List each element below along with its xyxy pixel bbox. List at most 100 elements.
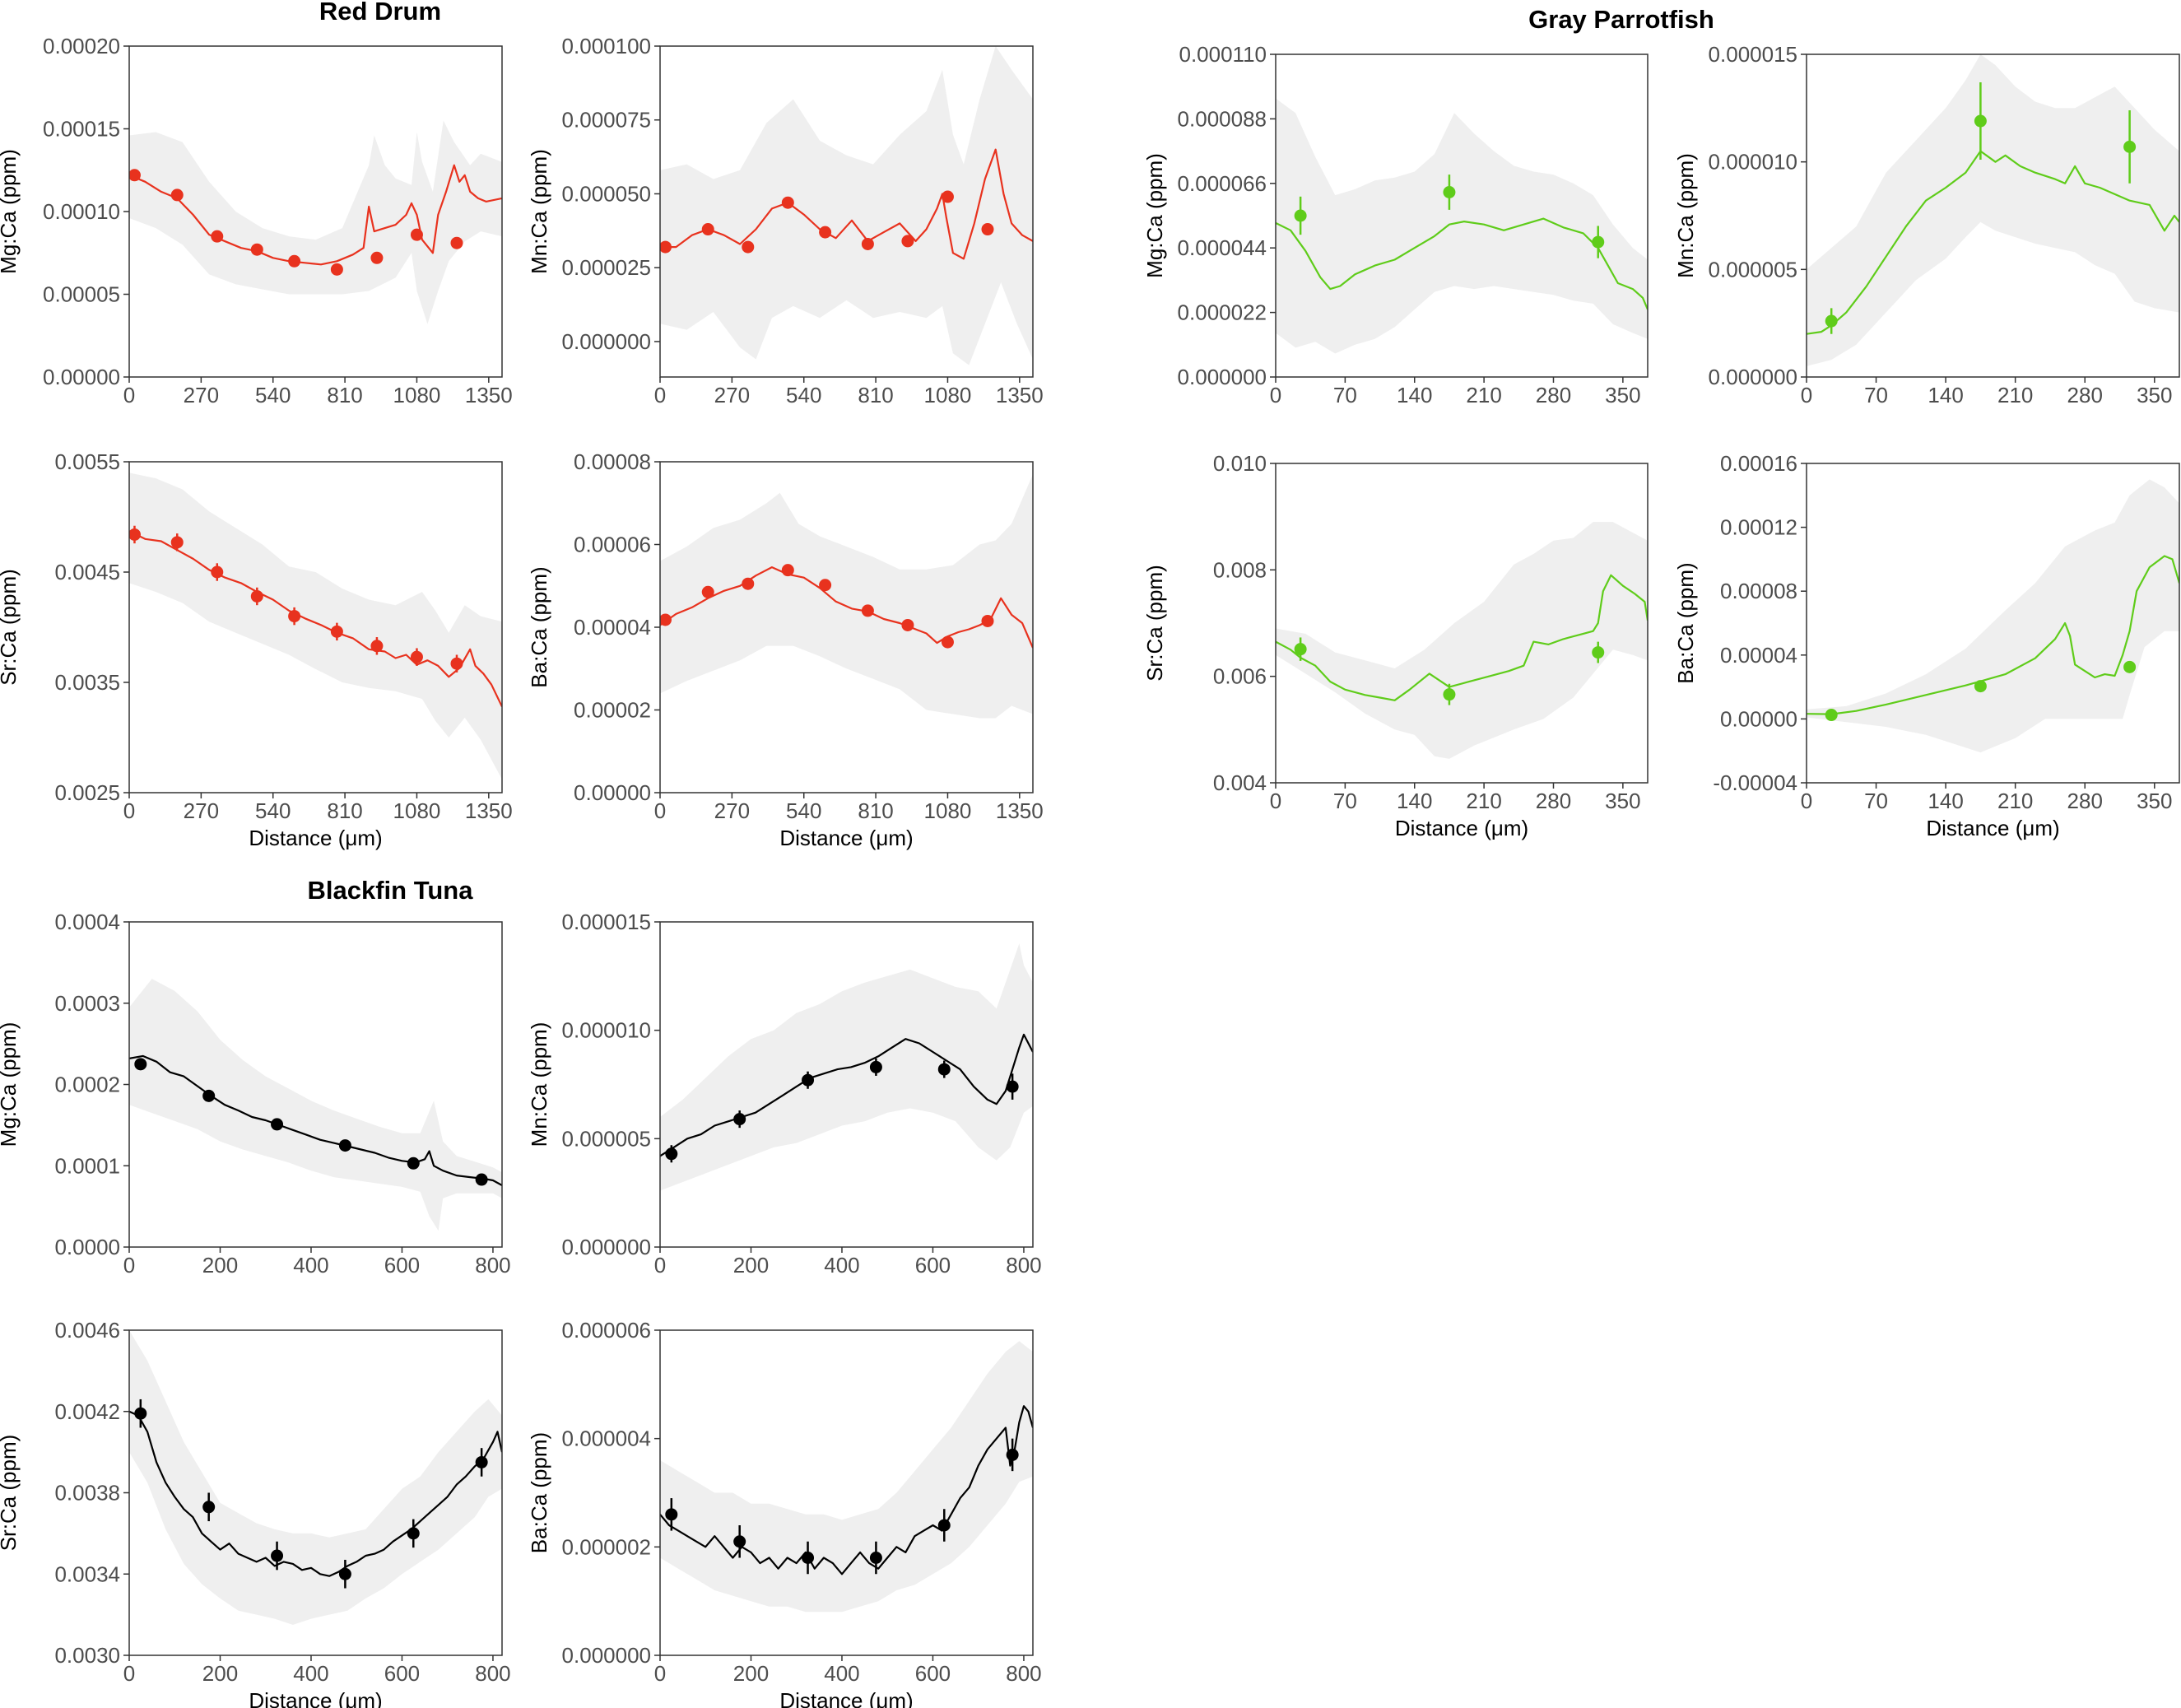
red-drum-sr-ca-y-tick-label: 0.0035 (54, 670, 120, 695)
blackfin-tuna-sr-ca-plot-area (129, 1330, 502, 1625)
red-drum-mg-ca-data-point (370, 251, 384, 264)
gray-parrotfish-mg-ca-y-tick-label: 0.000022 (1178, 300, 1267, 325)
gray-parrotfish-mn-ca-y-tick-label: 0.000010 (1709, 150, 1797, 175)
blackfin-tuna-ba-ca-confidence-band (660, 1341, 1033, 1613)
blackfin-tuna-mn-ca-data-point (869, 1060, 882, 1073)
red-drum-mg-ca-panel: 0.00000 0.00005 0.00010 0.00015 0.00020 0 270 5… (0, 34, 513, 407)
red-drum-mn-ca-y-tick-label: 0.000075 (562, 108, 651, 133)
gray-parrotfish-mn-ca-x-tick-label: 70 (1864, 383, 1888, 407)
blackfin-tuna-sr-ca-data-point (338, 1567, 351, 1580)
title-red-drum: Red Drum (319, 0, 441, 26)
gray-parrotfish-sr-ca-plot-area (1276, 522, 1648, 759)
gray-parrotfish-sr-ca-data-point (1592, 646, 1605, 659)
gray-parrotfish-sr-ca-y-tick-label: 0.008 (1213, 557, 1267, 582)
gray-parrotfish-sr-ca-data-point (1443, 688, 1456, 701)
red-drum-mn-ca-x-tick-label: 1350 (996, 383, 1044, 407)
blackfin-tuna-sr-ca-data-point (475, 1455, 488, 1468)
red-drum-sr-ca-data-point (288, 610, 301, 623)
red-drum-mg-ca-y-axis-label: Mg:Ca (ppm) (0, 149, 21, 274)
gray-parrotfish-ba-ca-y-tick-label: 0.00008 (1720, 579, 1797, 603)
red-drum-sr-ca-x-tick-label: 270 (184, 798, 219, 823)
red-drum-sr-ca-confidence-band (129, 472, 502, 780)
blackfin-tuna-mg-ca-panel: 0.0000 0.0001 0.0002 0.0003 0.0004 0 200 400 600… (0, 910, 511, 1278)
gray-parrotfish-sr-ca-x-tick-label: 280 (1536, 789, 1571, 813)
red-drum-mn-ca-plot-area (660, 46, 1033, 365)
gray-parrotfish-mg-ca-x-tick-label: 350 (1605, 383, 1640, 407)
red-drum-sr-ca-x-axis-label: Distance (μm) (249, 826, 382, 850)
red-drum-ba-ca-y-tick-label: 0.00000 (574, 780, 651, 805)
blackfin-tuna-sr-ca-y-tick-label: 0.0046 (54, 1318, 120, 1343)
blackfin-tuna-ba-ca-data-point (869, 1552, 882, 1564)
gray-parrotfish-ba-ca-frame (1806, 463, 2180, 784)
gray-parrotfish-sr-ca-y-tick-label: 0.010 (1213, 451, 1267, 476)
blackfin-tuna-mn-ca-x-tick-label: 0 (654, 1253, 666, 1278)
gray-parrotfish-ba-ca-x-tick-label: 140 (1928, 789, 1963, 813)
red-drum-ba-ca-y-tick-label: 0.00006 (574, 533, 651, 557)
red-drum-mn-ca-confidence-band (660, 46, 1033, 365)
red-drum-ba-ca-data-point (941, 635, 954, 649)
blackfin-tuna-ba-ca-data-point (1006, 1448, 1019, 1461)
blackfin-tuna-sr-ca-y-tick-label: 0.0038 (54, 1481, 120, 1506)
red-drum-sr-ca-y-tick-label: 0.0025 (54, 780, 120, 805)
blackfin-tuna-ba-ca-y-tick-label: 0.000004 (562, 1426, 651, 1451)
blackfin-tuna-sr-ca-x-tick-label: 0 (123, 1661, 135, 1686)
red-drum-mg-ca-data-point (170, 188, 184, 202)
gray-parrotfish-mg-ca-y-tick-label: 0.000088 (1178, 106, 1267, 131)
red-drum-mn-ca-data-point (701, 223, 714, 236)
gray-parrotfish-mn-ca-series-line (1807, 150, 2179, 335)
gray-parrotfish-sr-ca-x-tick-label: 140 (1397, 789, 1432, 813)
red-drum-mg-ca-x-tick-label: 270 (184, 383, 219, 407)
blackfin-tuna-mn-ca-x-tick-label: 400 (824, 1253, 859, 1278)
gray-parrotfish-mn-ca-x-tick-label: 140 (1928, 383, 1963, 407)
gray-parrotfish-ba-ca-x-tick-label: 350 (2137, 789, 2172, 813)
red-drum-ba-ca-y-axis-label: Ba:Ca (ppm) (527, 566, 551, 687)
blackfin-tuna-mg-ca-x-tick-label: 200 (202, 1253, 238, 1278)
gray-parrotfish-sr-ca-x-tick-label: 350 (1605, 789, 1640, 813)
blackfin-tuna-mg-ca-y-tick-label: 0.0003 (54, 991, 120, 1016)
gray-parrotfish-mg-ca-x-tick-label: 0 (1270, 383, 1281, 407)
blackfin-tuna-mn-ca-y-tick-label: 0.000010 (562, 1018, 651, 1043)
blackfin-tuna-mg-ca-y-tick-label: 0.0002 (54, 1073, 120, 1097)
blackfin-tuna-ba-ca-plot-area (660, 1341, 1033, 1613)
gray-parrotfish-mg-ca-confidence-band (1276, 98, 1648, 354)
red-drum-sr-ca-data-point (129, 528, 141, 541)
red-drum-mn-ca-x-tick-label: 0 (654, 383, 666, 407)
gray-parrotfish-mg-ca-y-tick-label: 0.000000 (1178, 365, 1267, 389)
red-drum-mg-ca-x-tick-label: 810 (327, 383, 362, 407)
gray-parrotfish-sr-ca-y-axis-label: Sr:Ca (ppm) (1142, 565, 1167, 682)
gray-parrotfish-mn-ca-x-tick-label: 280 (2067, 383, 2103, 407)
gray-parrotfish-mg-ca-data-point (1443, 185, 1456, 198)
gray-parrotfish-sr-ca-data-point (1294, 643, 1307, 656)
red-drum-ba-ca-y-tick-label: 0.00004 (574, 615, 651, 640)
gray-parrotfish-ba-ca-y-tick-label: -0.00004 (1713, 770, 1797, 795)
blackfin-tuna-sr-ca-y-axis-label: Sr:Ca (ppm) (0, 1435, 21, 1552)
red-drum-sr-ca-x-tick-label: 540 (255, 798, 291, 823)
gray-parrotfish-sr-ca-y-tick-label: 0.006 (1213, 664, 1267, 689)
blackfin-tuna-sr-ca-data-point (202, 1501, 216, 1514)
red-drum-ba-ca-data-point (742, 577, 755, 590)
gray-parrotfish-mg-ca-y-axis-label: Mg:Ca (ppm) (1142, 153, 1167, 278)
gray-parrotfish-sr-ca-x-tick-label: 0 (1270, 789, 1281, 813)
red-drum-ba-ca-plot-area (660, 474, 1033, 719)
gray-parrotfish-mg-ca-y-tick-label: 0.000044 (1178, 235, 1267, 260)
blackfin-tuna-mg-ca-y-tick-label: 0.0004 (54, 910, 120, 934)
gray-parrotfish-mn-ca-plot-area (1807, 54, 2179, 366)
blackfin-tuna-mg-ca-x-tick-label: 0 (123, 1253, 135, 1278)
blackfin-tuna-sr-ca-y-tick-label: 0.0030 (54, 1643, 120, 1668)
red-drum-sr-ca-panel: 0.0025 0.0035 0.0045 0.0055 0 270 540 810 1080 13… (0, 449, 513, 850)
blackfin-tuna-sr-ca-x-tick-label: 800 (475, 1661, 510, 1686)
red-drum-mn-ca-data-point (861, 237, 874, 250)
blackfin-tuna-mg-ca-y-axis-label: Mg:Ca (ppm) (0, 1022, 21, 1147)
gray-parrotfish-ba-ca-y-tick-label: 0.00012 (1720, 515, 1797, 540)
red-drum-mn-ca-y-tick-label: 0.000000 (562, 329, 651, 354)
gray-parrotfish-mg-ca-frame (1275, 54, 1649, 378)
red-drum-mn-ca-x-tick-label: 270 (714, 383, 750, 407)
blackfin-tuna-ba-ca-x-tick-label: 0 (654, 1661, 666, 1686)
red-drum-mg-ca-confidence-band (129, 120, 502, 324)
gray-parrotfish-ba-ca-confidence-band (1807, 479, 2179, 753)
blackfin-tuna-sr-ca-x-tick-label: 200 (202, 1661, 238, 1686)
red-drum-ba-ca-x-tick-label: 810 (858, 798, 893, 823)
red-drum-sr-ca-data-point (410, 650, 423, 663)
gray-parrotfish-mg-ca-series-line (1276, 217, 1648, 310)
red-drum-sr-ca-data-point (330, 625, 343, 638)
